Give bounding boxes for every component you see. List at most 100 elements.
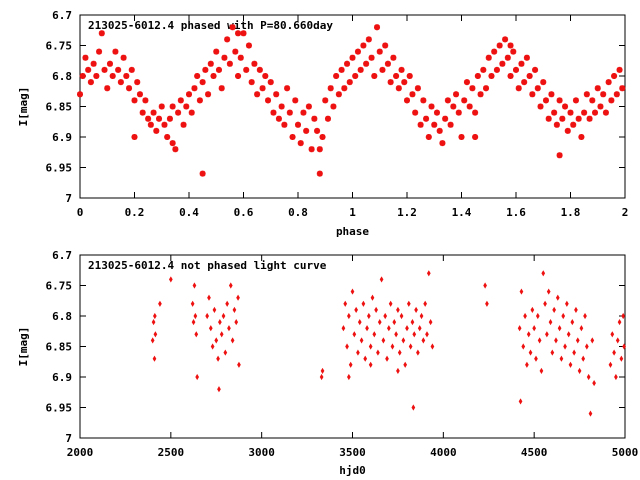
data-point — [592, 380, 596, 387]
data-point — [314, 127, 321, 134]
data-point — [526, 331, 531, 338]
data-point — [216, 355, 220, 362]
data-point — [386, 325, 391, 332]
data-point — [347, 312, 351, 320]
data-point — [485, 54, 492, 61]
data-point — [410, 319, 415, 326]
data-point — [192, 282, 197, 289]
data-point — [368, 54, 375, 61]
y-tick-label: 6.8 — [52, 70, 72, 83]
data-point — [172, 146, 179, 153]
data-point — [237, 361, 241, 368]
data-point — [297, 140, 304, 147]
data-point — [232, 48, 239, 55]
x-axis-label: phase — [336, 225, 369, 238]
data-point — [221, 54, 228, 61]
data-point — [379, 66, 386, 73]
data-point — [186, 91, 192, 98]
data-point — [523, 312, 527, 320]
data-point — [545, 331, 549, 338]
data-point — [493, 66, 500, 73]
data-point — [387, 79, 394, 86]
data-point — [557, 325, 562, 332]
data-point — [126, 85, 133, 92]
data-point — [357, 66, 364, 73]
data-point — [356, 349, 360, 356]
chart-title: 213025-6012.4 phased with P=80.660day — [88, 19, 333, 32]
data-point — [202, 66, 209, 73]
x-tick-label: 3000 — [248, 446, 275, 459]
data-point — [303, 127, 310, 134]
data-point — [390, 54, 397, 61]
data-point — [396, 367, 400, 374]
data-point — [614, 373, 618, 381]
data-point — [436, 127, 443, 134]
y-tick-label: 6.8 — [52, 310, 72, 323]
data-point — [273, 91, 280, 98]
data-point — [177, 97, 184, 104]
data-point — [428, 319, 433, 326]
data-point — [219, 331, 224, 338]
data-point — [93, 73, 100, 79]
data-point — [346, 79, 353, 86]
data-point — [504, 54, 511, 61]
data-point — [371, 73, 378, 79]
data-point — [207, 294, 211, 301]
data-point — [324, 115, 331, 122]
data-point — [537, 103, 544, 110]
data-point — [392, 319, 397, 326]
data-point — [345, 343, 349, 350]
data-point — [292, 97, 299, 104]
data-point — [379, 276, 384, 283]
data-point — [180, 121, 187, 128]
data-point — [335, 91, 342, 98]
data-point — [455, 109, 462, 116]
data-point — [474, 73, 481, 79]
data-point — [194, 331, 199, 338]
data-point — [152, 312, 157, 320]
data-point — [104, 85, 111, 92]
data-point — [275, 115, 282, 122]
data-point — [87, 79, 94, 86]
data-point — [251, 60, 258, 67]
data-point — [352, 331, 357, 338]
data-point — [597, 103, 604, 110]
data-point — [207, 60, 214, 67]
data-point — [169, 103, 176, 110]
data-point — [588, 410, 593, 417]
data-point — [354, 306, 358, 313]
data-point — [594, 85, 601, 92]
data-point — [134, 79, 141, 86]
data-point — [357, 319, 362, 326]
data-point — [191, 319, 196, 326]
y-tick-label: 6.7 — [52, 249, 72, 262]
data-point — [82, 54, 89, 61]
data-point — [265, 97, 272, 104]
data-point — [117, 79, 124, 86]
data-point — [281, 121, 288, 128]
data-point — [399, 312, 404, 320]
x-tick-label: 2000 — [67, 446, 94, 459]
data-point — [425, 331, 429, 338]
data-point — [199, 79, 206, 86]
data-point — [349, 54, 356, 61]
data-point — [537, 337, 542, 344]
data-point — [166, 115, 173, 122]
x-tick-label: 0.8 — [288, 206, 308, 219]
data-point — [430, 343, 435, 350]
data-point — [554, 337, 558, 344]
data-point — [556, 97, 563, 104]
data-point — [101, 66, 108, 73]
data-point — [367, 312, 371, 320]
data-point — [151, 319, 156, 326]
data-point — [611, 73, 618, 79]
data-point — [212, 306, 217, 313]
data-point — [284, 85, 291, 92]
y-tick-label: 6.75 — [46, 280, 73, 293]
data-point — [348, 361, 353, 368]
data-point — [390, 343, 395, 350]
data-point — [518, 398, 523, 405]
data-point — [543, 300, 547, 307]
data-point — [190, 300, 195, 307]
